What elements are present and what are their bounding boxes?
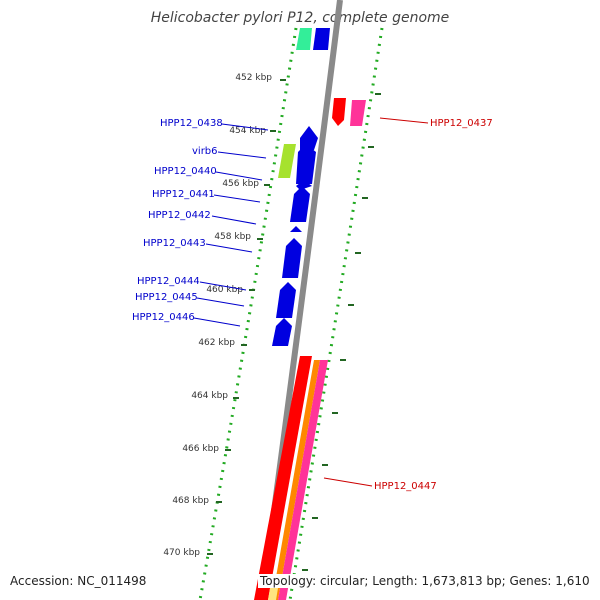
gene-hpp12-0442: [290, 226, 302, 232]
gene-hpp12-0437-pink: [350, 100, 366, 126]
left-gene-labels: HPP12_0438 virb6 HPP12_0440 HPP12_0441 H…: [132, 118, 223, 323]
label-hpp12-0445: HPP12_0445: [135, 292, 198, 303]
gene-virb6-blue: [296, 144, 316, 184]
gene-hpp12-0445: [276, 282, 296, 318]
scale-label-466: 466 kbp: [182, 444, 219, 454]
scale-ticks: [207, 79, 381, 571]
gene-hpp12-0437-red: [332, 98, 346, 126]
label-hpp12-0441: HPP12_0441: [152, 189, 215, 200]
label-hpp12-0446: HPP12_0446: [132, 312, 195, 323]
label-hpp12-0437: HPP12_0437: [430, 118, 493, 129]
label-hpp12-0440: HPP12_0440: [154, 166, 217, 177]
scale-label-460: 460 kbp: [206, 285, 243, 295]
accession-value: Accession: NC_011498: [10, 574, 147, 588]
gene-hpp12-0438: [300, 126, 318, 150]
gene-hpp12-0441: [290, 186, 310, 222]
accession-text: Accession: NC_011498: [8, 574, 149, 588]
label-hpp12-0438: HPP12_0438: [160, 118, 223, 129]
gene-hpp12-0447-orange: [272, 360, 320, 600]
scale-label-452: 452 kbp: [235, 73, 272, 83]
scale-labels: 452 kbp 454 kbp 456 kbp 458 kbp 460 kbp …: [163, 73, 272, 558]
left-leader-lines: [193, 123, 269, 327]
right-gene-labels: HPP12_0437 HPP12_0447: [374, 118, 493, 492]
scale-label-456: 456 kbp: [222, 179, 259, 189]
label-hpp12-0442: HPP12_0442: [148, 210, 211, 221]
right-leader-lines: [323, 117, 429, 487]
top-blue-gene: [313, 28, 330, 50]
label-hpp12-0444: HPP12_0444: [137, 276, 200, 287]
gene-hpp12-0447-red: [254, 356, 312, 600]
gene-hpp12-0443: [282, 238, 302, 278]
teal-feature: [296, 28, 312, 50]
scale-label-470: 470 kbp: [163, 548, 200, 558]
gene-hpp12-0446: [272, 318, 292, 346]
scale-label-462: 462 kbp: [198, 338, 235, 348]
label-virb6: virb6: [192, 146, 218, 157]
map-title: Helicobacter pylori P12, complete genome: [150, 10, 450, 26]
scale-label-468: 468 kbp: [172, 496, 209, 506]
gene-pale-yellow: [268, 588, 278, 600]
topology-value: Topology: circular; Length: 1,673,813 bp…: [260, 574, 590, 588]
scale-label-454: 454 kbp: [229, 126, 266, 136]
scale-label-458: 458 kbp: [214, 232, 251, 242]
scale-label-464: 464 kbp: [191, 391, 228, 401]
label-hpp12-0443: HPP12_0443: [143, 238, 206, 249]
gene-hpp12-0447-pink: [278, 360, 328, 600]
topology-summary: Topology: circular; Length: 1,673,813 bp…: [258, 574, 592, 588]
virb6-green-feature: [278, 144, 296, 178]
label-hpp12-0447: HPP12_0447: [374, 481, 437, 492]
gene-hpp12-0440: [296, 180, 312, 190]
